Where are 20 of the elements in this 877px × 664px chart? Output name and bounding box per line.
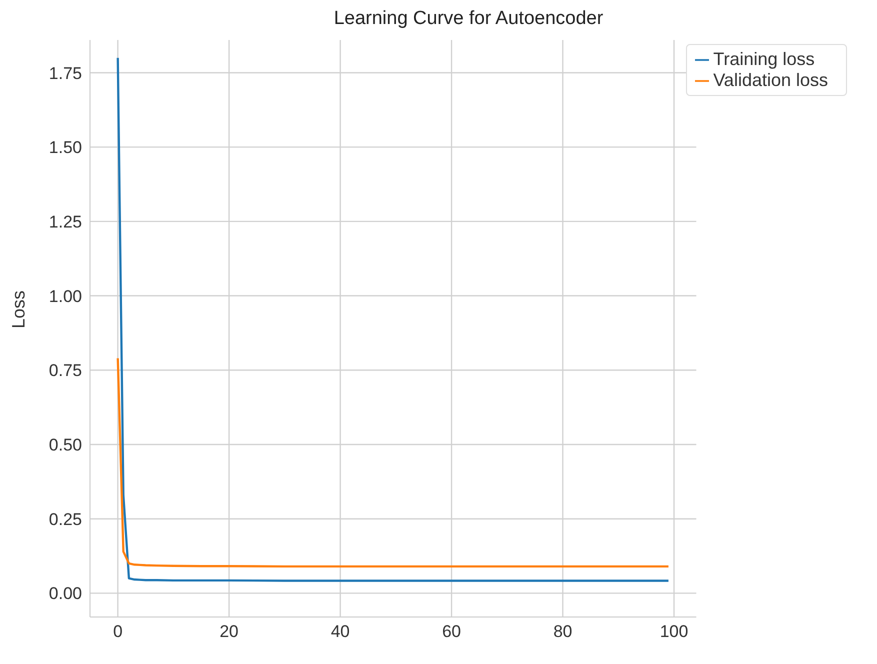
legend-label: Validation loss bbox=[713, 70, 828, 90]
x-tick-label: 100 bbox=[660, 622, 688, 642]
y-tick-label: 0.00 bbox=[48, 584, 82, 604]
line-series bbox=[116, 357, 670, 568]
line-series bbox=[116, 56, 670, 582]
x-tick-label: 40 bbox=[330, 622, 350, 642]
y-tick-label: 1.00 bbox=[48, 286, 82, 306]
x-tick-label: 0 bbox=[113, 622, 123, 642]
y-tick-label: 1.75 bbox=[48, 64, 82, 83]
x-tick-label: 20 bbox=[220, 622, 239, 642]
y-axis-title: Loss bbox=[8, 290, 28, 328]
y-tick-label: 1.25 bbox=[48, 212, 82, 232]
y-tick-label: 0.75 bbox=[48, 361, 82, 380]
x-tick-label: 80 bbox=[553, 622, 572, 642]
x-tick-label: 60 bbox=[442, 622, 461, 642]
y-tick-label: 0.25 bbox=[48, 510, 82, 529]
y-tick-label: 0.50 bbox=[48, 436, 82, 455]
chart-title: Learning Curve for Autoencoder bbox=[332, 8, 604, 31]
y-tick-label: 1.50 bbox=[48, 138, 82, 158]
legend-label: Training loss bbox=[713, 49, 815, 69]
